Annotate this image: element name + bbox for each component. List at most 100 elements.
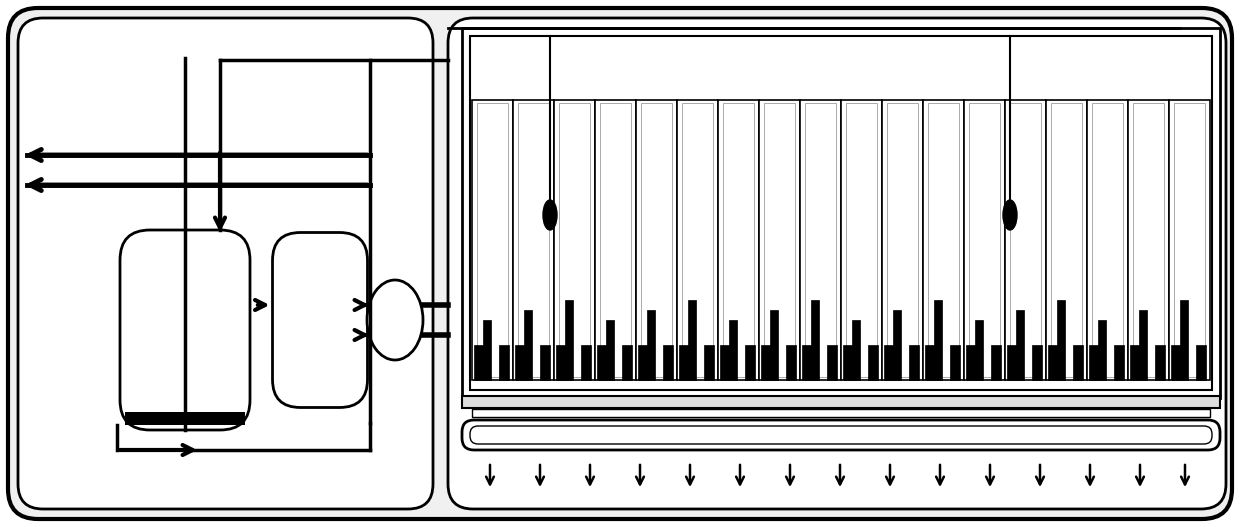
Bar [600,103,631,377]
Bar [1140,310,1147,380]
Bar [893,310,900,380]
Bar [472,409,1210,417]
FancyBboxPatch shape [120,230,250,430]
FancyBboxPatch shape [19,18,433,509]
Bar [770,310,777,380]
Bar [764,103,795,377]
Bar [125,412,246,425]
Bar [846,103,877,377]
Bar [968,103,1001,377]
Bar [515,345,526,380]
Bar [1073,345,1083,380]
Bar [1169,100,1210,380]
Bar [1133,103,1164,377]
Bar [718,100,759,380]
Bar [1195,345,1205,380]
Bar [1047,100,1087,380]
Bar [556,345,567,380]
Bar [647,310,655,380]
Bar [513,100,554,380]
Bar [805,103,836,377]
Bar [1032,345,1042,380]
Bar [636,100,677,380]
Bar [474,345,485,380]
Bar [925,345,935,380]
Bar [498,345,508,380]
Bar [868,345,878,380]
Bar [923,100,963,380]
Bar [680,345,689,380]
Bar [841,100,882,380]
Bar [539,345,549,380]
Bar [887,103,918,377]
Bar [1052,103,1083,377]
FancyBboxPatch shape [7,8,1233,519]
Bar [662,345,673,380]
Bar [1017,310,1024,380]
Bar [1171,345,1182,380]
Bar [641,103,672,377]
Bar [639,345,649,380]
Bar [976,320,982,380]
Bar [950,345,960,380]
Bar [1174,103,1205,377]
Bar [1128,100,1169,380]
Bar [1180,300,1188,380]
FancyBboxPatch shape [463,420,1220,450]
Bar [800,100,841,380]
Ellipse shape [543,200,557,230]
Ellipse shape [367,280,423,360]
Bar [484,320,491,380]
Bar [720,345,730,380]
Bar [884,345,894,380]
Bar [966,345,976,380]
Bar [1058,300,1065,380]
Bar [1007,345,1017,380]
FancyBboxPatch shape [448,18,1226,509]
Bar [1009,103,1042,377]
Bar [1114,345,1123,380]
Bar [934,300,941,380]
Bar [463,396,1220,408]
Bar [1004,100,1047,380]
Bar [1130,345,1141,380]
Bar [1048,345,1058,380]
Bar [677,100,718,380]
Bar [963,100,1004,380]
Bar [852,320,859,380]
Bar [477,103,508,377]
Bar [928,103,959,377]
Bar [1089,345,1100,380]
Bar [595,100,636,380]
Bar [811,300,818,380]
Bar [882,100,923,380]
FancyBboxPatch shape [470,426,1211,444]
Bar [606,320,614,380]
Bar [759,100,800,380]
FancyBboxPatch shape [273,232,367,407]
Bar [1154,345,1164,380]
Bar [729,320,737,380]
Bar [761,345,771,380]
Bar [745,345,755,380]
Bar [786,345,796,380]
Bar [621,345,632,380]
Bar [554,100,595,380]
Bar [991,345,1001,380]
Bar [703,345,714,380]
Bar [470,36,1211,390]
Bar [472,100,513,380]
Bar [525,310,532,380]
Bar [1092,103,1123,377]
Bar [909,345,919,380]
Bar [1099,320,1106,380]
Bar [463,28,1220,398]
Bar [559,103,590,377]
Bar [518,103,549,377]
Bar [596,345,608,380]
Bar [565,300,573,380]
Bar [688,300,696,380]
Bar [802,345,812,380]
Ellipse shape [1003,200,1017,230]
Bar [723,103,754,377]
